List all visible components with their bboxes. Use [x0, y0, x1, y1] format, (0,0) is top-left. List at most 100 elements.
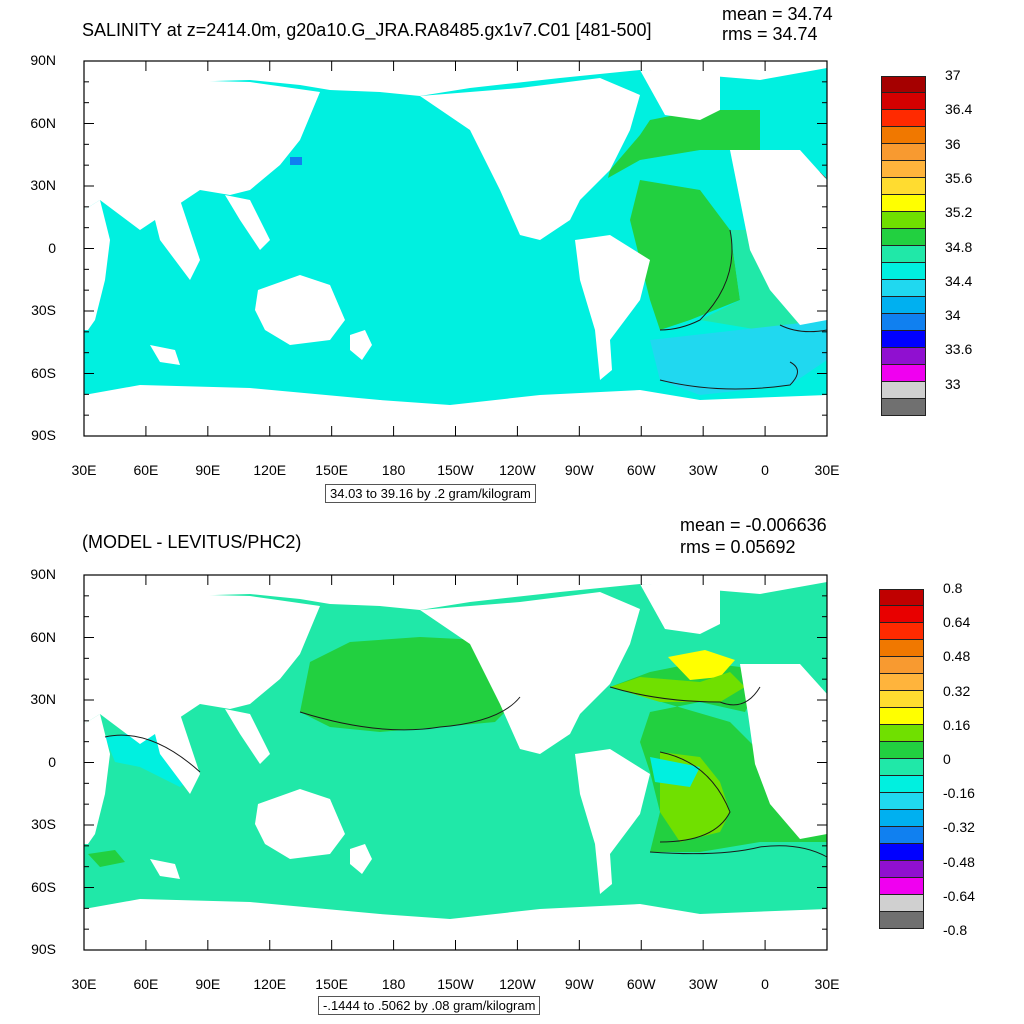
colorbar-label: 33.6: [945, 341, 973, 358]
colorbar-swatch: [879, 623, 924, 640]
colorbar-swatch: [879, 589, 924, 606]
colorbar-swatch: [879, 640, 924, 657]
colorbar-swatch: [881, 144, 926, 161]
colorbar-label: 0: [943, 751, 951, 767]
salinity-map-svg: [83, 60, 828, 437]
x-tick-label: 30W: [688, 976, 718, 992]
colorbar-label: 34: [945, 307, 961, 324]
colorbar-label: -0.32: [943, 819, 975, 836]
x-tick-label: 30E: [814, 976, 840, 992]
colorbar-swatch: [879, 657, 924, 674]
colorbar-label: 36.4: [945, 101, 973, 118]
atlantic-negative-patch: [650, 757, 700, 787]
colorbar-swatch: [879, 606, 924, 623]
colorbar-label: 36: [945, 135, 961, 152]
page-title: SALINITY at z=2414.0m, g20a10.G_JRA.RA84…: [82, 20, 652, 40]
x-tick-label: 150W: [437, 462, 474, 478]
colorbar-swatch: [879, 742, 924, 759]
x-tick-label: 180: [381, 462, 406, 478]
colorbar-swatch: [879, 810, 924, 827]
colorbar-swatch: [881, 382, 926, 399]
mean-text: mean = -0.006636: [680, 515, 827, 535]
y-tick-label: 90S: [31, 427, 56, 443]
colorbar-label: 0.64: [943, 614, 971, 631]
colorbar-frame: [879, 589, 924, 929]
y-tick-label: 90N: [30, 566, 56, 582]
x-tick-label: 90E: [195, 462, 221, 478]
colorbar-swatch: [879, 759, 924, 776]
x-tick-label: 150E: [315, 976, 348, 992]
colorbar-label: 33: [945, 375, 961, 392]
land-masses: [84, 61, 827, 436]
colorbar-label: -0.64: [943, 887, 975, 904]
colorbar-swatch: [881, 297, 926, 314]
x-tick-label: 60W: [626, 976, 656, 992]
mean-text: mean = 34.74: [722, 4, 833, 24]
x-tick-label: 120W: [499, 976, 536, 992]
x-tick-label: 0: [761, 462, 769, 478]
x-tick-label: 120E: [253, 462, 287, 478]
colorbar-swatch: [879, 776, 924, 793]
contour-lines: [659, 229, 828, 390]
x-tick-label: 150W: [437, 976, 474, 992]
difference-map-svg: [83, 574, 828, 951]
x-tick-label: 60W: [626, 462, 656, 478]
y-tick-label: 60S: [31, 364, 56, 381]
page-title: (MODEL - LEVITUS/PHC2): [82, 532, 302, 552]
x-tick-label: 120W: [499, 462, 536, 478]
colorbar-label: 37: [945, 67, 961, 83]
gulf-stream-positive: [610, 672, 745, 702]
colorbar-swatch: [881, 212, 926, 229]
colorbar-swatch: [881, 314, 926, 331]
colorbar-swatch: [881, 161, 926, 178]
colorbar-swatch: [881, 280, 926, 297]
x-tick-label: 30W: [688, 462, 718, 478]
colorbar-swatch: [881, 76, 926, 93]
y-tick-label: 30S: [31, 302, 56, 318]
x-tick-label: 60E: [133, 976, 159, 992]
colorbar-swatch: [881, 331, 926, 348]
colorbar-swatch: [881, 110, 926, 127]
y-tick-label: 0: [48, 753, 56, 770]
y-tick-label: 30N: [30, 177, 56, 193]
colorbar-swatch: [879, 691, 924, 708]
colorbar-swatch: [881, 127, 926, 144]
x-tick-label: 30E: [71, 462, 97, 478]
colorbar-swatch: [881, 348, 926, 365]
axis-ticks: [83, 574, 828, 951]
colorbar-label: -0.48: [943, 853, 975, 870]
colorbar-swatch: [879, 878, 924, 895]
colorbar-swatch: [881, 263, 926, 280]
southern-ocean-band: [650, 320, 827, 395]
colorbar-swatch: [881, 229, 926, 246]
colorbar-label: 0.48: [943, 648, 971, 665]
colorbar-swatch: [879, 674, 924, 691]
rms-text: rms = 34.74: [722, 24, 818, 44]
salinity-panel: SALINITY at z=2414.0m, g20a10.G_JRA.RA84…: [30, 4, 973, 503]
x-tick-label: 90W: [564, 462, 594, 478]
x-tick-label: 0: [761, 976, 769, 992]
x-tick-label: 90W: [564, 976, 594, 992]
axis-ticks: [83, 60, 828, 437]
colorbar-swatch: [879, 793, 924, 810]
colorbar-label: 0.32: [943, 682, 971, 699]
colorbar-label: 0.8: [943, 580, 963, 596]
colorbar-swatch: [881, 246, 926, 263]
colorbar-swatch: [879, 708, 924, 725]
x-tick-label: 30E: [814, 462, 840, 478]
colorbar-swatch: [879, 844, 924, 861]
y-tick-label: 90N: [30, 52, 56, 68]
y-tick-label: 90S: [31, 941, 56, 957]
colorbar-swatch: [881, 178, 926, 195]
rms-text: rms = 0.05692: [680, 537, 796, 557]
y-tick-label: 60N: [30, 114, 56, 131]
colorbar-swatch: [881, 93, 926, 110]
y-tick-label: 0: [48, 239, 56, 256]
south-indian-positive: [88, 850, 125, 867]
difference-panel: (MODEL - LEVITUS/PHC2) mean = -0.006636 …: [0, 512, 1024, 1024]
y-tick-label: 60N: [30, 628, 56, 645]
x-tick-label: 120E: [253, 976, 287, 992]
colorbar-label: 35.6: [945, 169, 973, 186]
colorbar-swatch: [879, 725, 924, 742]
x-tick-label: 30E: [71, 976, 97, 992]
